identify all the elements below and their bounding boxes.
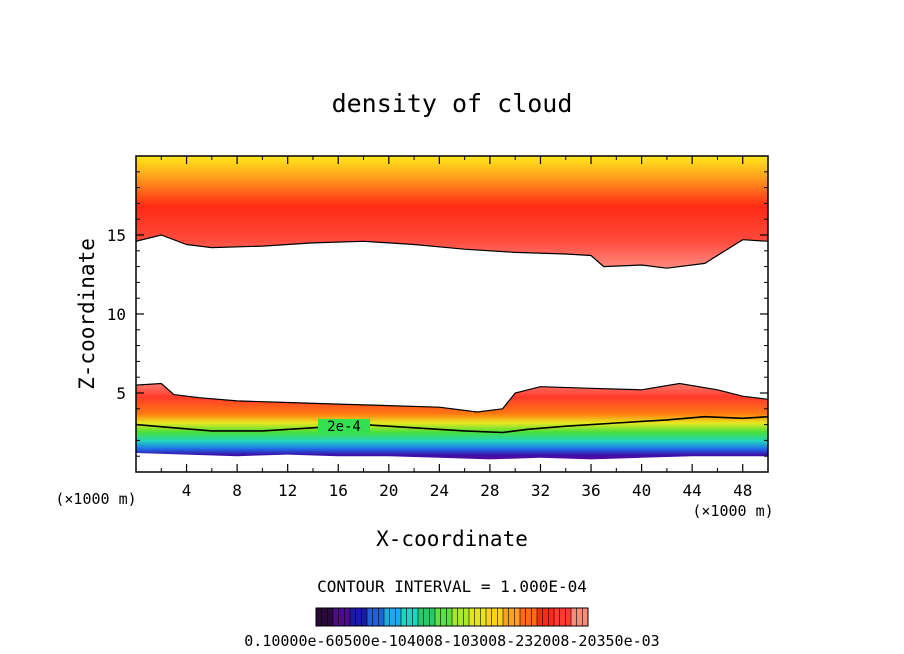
colorbar-swatch: [435, 608, 441, 626]
colorbar-swatch: [542, 608, 549, 626]
colorbar-swatch: [378, 608, 384, 626]
colorbar-swatch: [452, 608, 458, 626]
colorbar-swatch: [520, 608, 526, 626]
colorbar-swatch: [338, 608, 345, 626]
x-tick-label: 28: [480, 481, 499, 500]
colorbar-swatch: [463, 608, 469, 626]
chart-title: density of cloud: [332, 89, 573, 118]
colorbar-swatch: [537, 608, 543, 626]
colorbar-swatch: [327, 608, 333, 626]
colorbar-swatch: [389, 608, 396, 626]
colorbar-swatch: [559, 608, 566, 626]
colorbar-swatch: [372, 608, 379, 626]
colorbar-swatch: [423, 608, 430, 626]
colorbar-swatch: [514, 608, 520, 626]
colorbar-swatch: [508, 608, 515, 626]
colorbar-swatch: [480, 608, 486, 626]
colorbar-swatch: [406, 608, 413, 626]
colorbar-swatch: [457, 608, 464, 626]
colorbar-frame: [315, 607, 589, 627]
x-tick-label: 40: [632, 481, 651, 500]
y-tick-label: 15: [107, 226, 126, 245]
y-axis-label: Z-coordinate: [75, 238, 99, 390]
colorbar-swatch: [548, 608, 554, 626]
colorbar-swatch: [582, 608, 588, 626]
x-tick-label: 48: [733, 481, 752, 500]
colorbar-swatch: [554, 608, 560, 626]
x-tick-label: 8: [232, 481, 242, 500]
colorbar-swatch: [446, 608, 452, 626]
upper-cloud-layer: [136, 156, 768, 269]
colorbar-swatch: [395, 608, 401, 626]
x-units-right: (×1000 m): [692, 502, 773, 520]
x-tick-label: 12: [278, 481, 297, 500]
colorbar-swatch: [333, 608, 339, 626]
colorbar-swatch: [344, 608, 350, 626]
colorbar-swatch: [497, 608, 503, 626]
y-tick-label: 10: [107, 305, 126, 324]
colorbar-swatch: [486, 608, 492, 626]
colorbar-swatch: [491, 608, 498, 626]
colorbar-swatch: [321, 608, 328, 626]
colorbar-swatch: [565, 608, 571, 626]
x-units-left: (×1000 m): [55, 490, 136, 508]
colorbar-swatch: [571, 608, 577, 626]
colorbar-swatch: [440, 608, 447, 626]
colorbar-swatch: [316, 608, 322, 626]
colorbar-swatch: [401, 608, 407, 626]
x-tick-label: 4: [182, 481, 192, 500]
x-axis-ticks: 4 8 12 16 20 24 28 32 36 40 44 48: [160, 156, 752, 500]
x-tick-label: 16: [329, 481, 348, 500]
x-axis-label: X-coordinate: [376, 527, 528, 551]
colorbar: [315, 607, 589, 627]
colorbar-swatch: [418, 608, 424, 626]
colorbar-swatch: [474, 608, 481, 626]
x-tick-label: 24: [430, 481, 449, 500]
y-axis-ticks: 5 10 15: [107, 171, 768, 457]
x-tick-label: 32: [531, 481, 550, 500]
lower-cloud-layer: [136, 383, 768, 460]
colorbar-swatch: [469, 608, 475, 626]
colorbar-swatch: [412, 608, 418, 626]
contour-label: 2e-4: [327, 419, 361, 435]
contour-2e-4: [136, 415, 768, 434]
colorbar-swatch: [361, 608, 367, 626]
upper-layer-contour: [136, 234, 768, 269]
colorbar-swatch: [503, 608, 509, 626]
colorbar-swatch: [350, 608, 356, 626]
colorbar-swatch: [531, 608, 537, 626]
x-tick-label: 20: [379, 481, 398, 500]
colorbar-swatch: [576, 608, 583, 626]
colorbar-swatch: [367, 608, 373, 626]
colorbar-swatch: [355, 608, 362, 626]
lower-layer-contour: [136, 382, 768, 413]
y-tick-label: 5: [116, 384, 126, 403]
colorbar-swatch: [525, 608, 532, 626]
contour-interval: CONTOUR INTERVAL = 1.000E-04: [317, 577, 587, 596]
colorbar-swatch: [384, 608, 390, 626]
x-tick-label: 36: [581, 481, 600, 500]
colorbar-swatch: [429, 608, 435, 626]
x-tick-label: 44: [683, 481, 702, 500]
colorbar-labels: 0.10000e-60500e-104008-103008-232008-203…: [244, 632, 659, 650]
